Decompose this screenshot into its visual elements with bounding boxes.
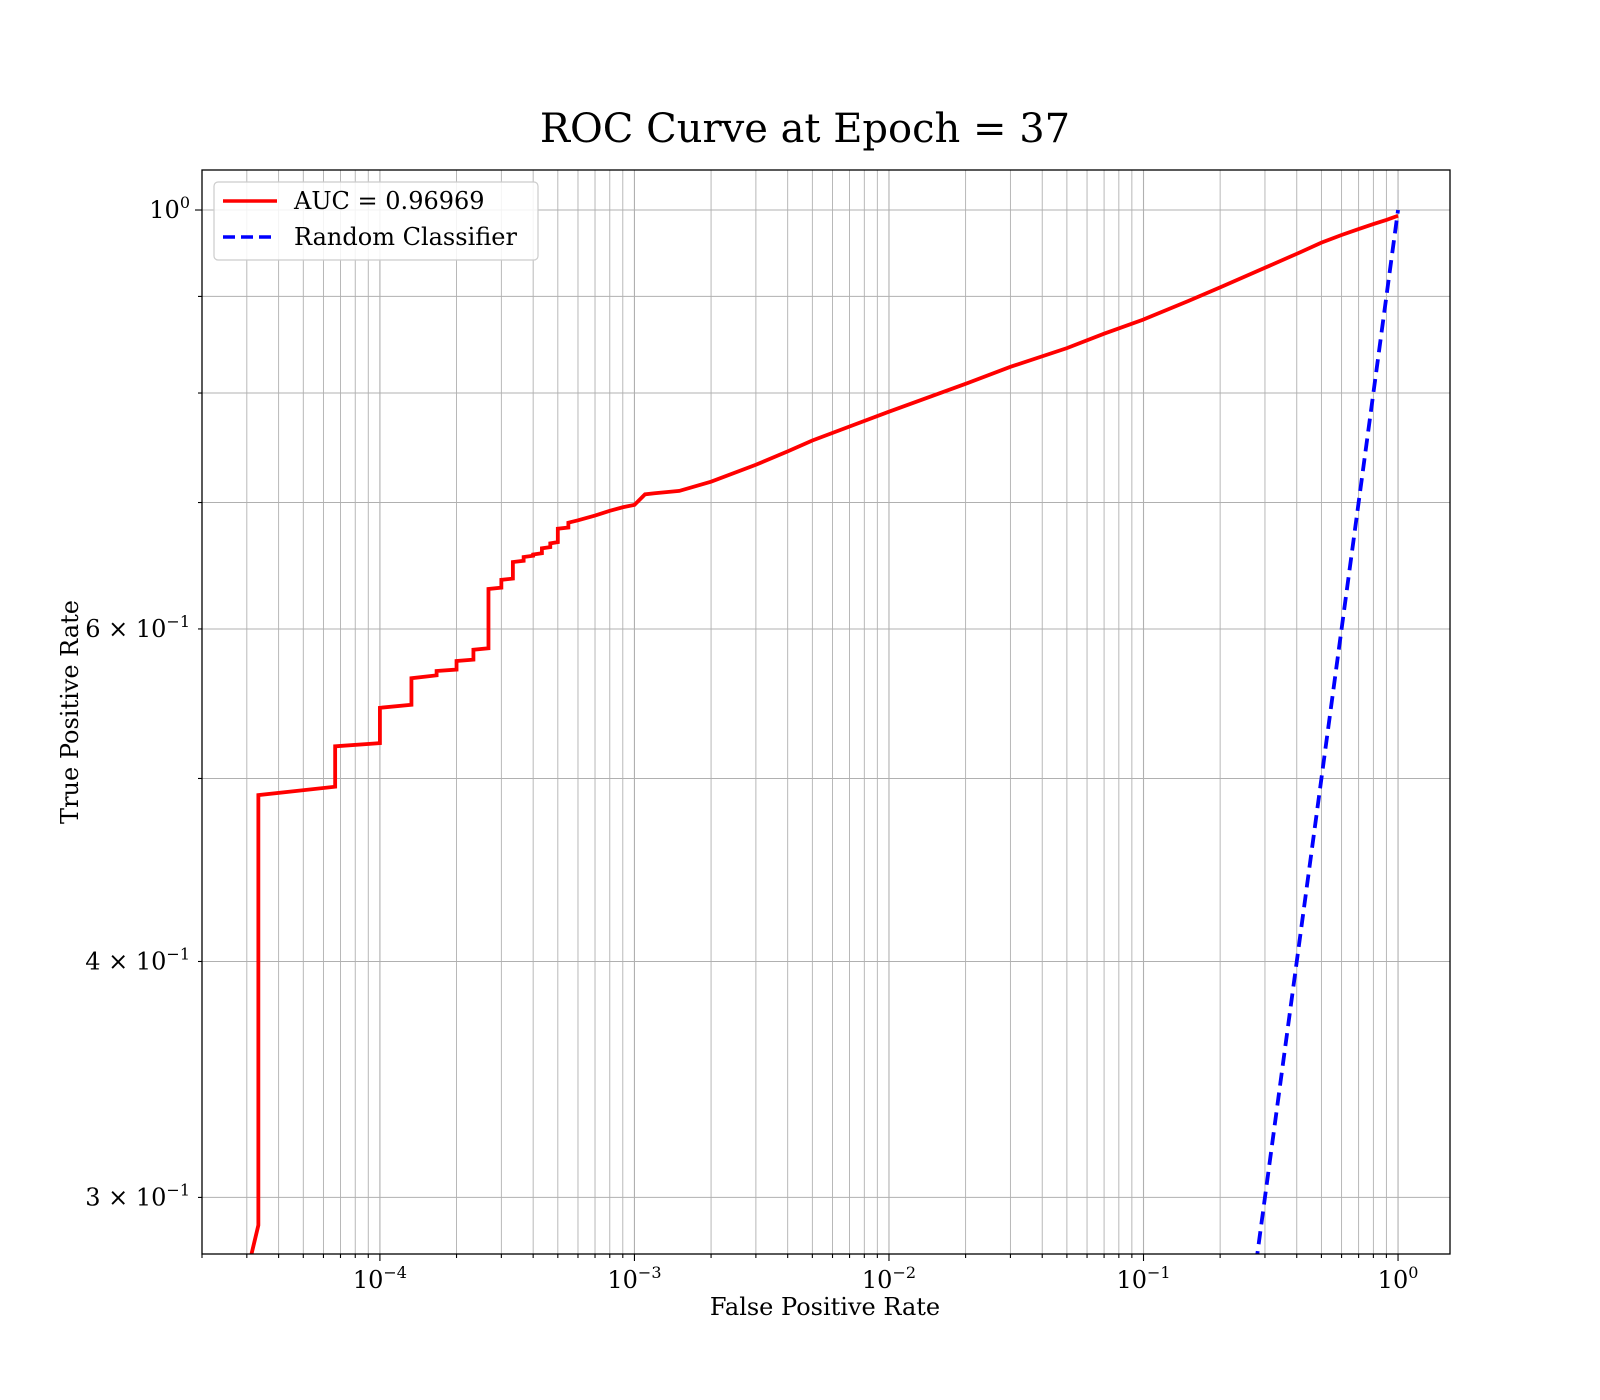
x-tick-label: 10−3 — [607, 1263, 661, 1294]
random-classifier-line — [1255, 209, 1400, 1254]
y-tick-label: 6 × 10−1 — [85, 612, 190, 643]
y-axis-label: True Positive Rate — [56, 600, 84, 824]
x-tick-label: 100 — [1378, 1263, 1419, 1294]
chart-title: ROC Curve at Epoch = 37 — [540, 106, 1070, 152]
y-tick-label: 100 — [149, 193, 190, 224]
legend-label-auc: AUC = 0.96969 — [293, 187, 485, 215]
series-layer — [249, 209, 1400, 1254]
legend: AUC = 0.96969 Random Classifier — [213, 181, 539, 261]
x-ticks: 10−4 10−3 10−2 10−1 100 — [201, 1254, 1419, 1294]
legend-label-random: Random Classifier — [294, 223, 517, 251]
roc-curve-line — [249, 213, 1399, 1254]
plot-frame — [201, 169, 1451, 1255]
x-tick-label: 10−1 — [1116, 1263, 1170, 1294]
legend-box — [213, 181, 539, 261]
y-tick-label: 4 × 10−1 — [85, 944, 190, 975]
x-axis-label: False Positive Rate — [710, 1293, 940, 1321]
x-tick-label: 10−4 — [353, 1263, 407, 1294]
y-tick-label: 3 × 10−1 — [85, 1180, 190, 1211]
x-tick-label: 10−2 — [862, 1263, 916, 1294]
y-ticks: 3 × 10−1 4 × 10−1 6 × 10−1 100 — [85, 193, 202, 1211]
grid — [201, 170, 1450, 1254]
